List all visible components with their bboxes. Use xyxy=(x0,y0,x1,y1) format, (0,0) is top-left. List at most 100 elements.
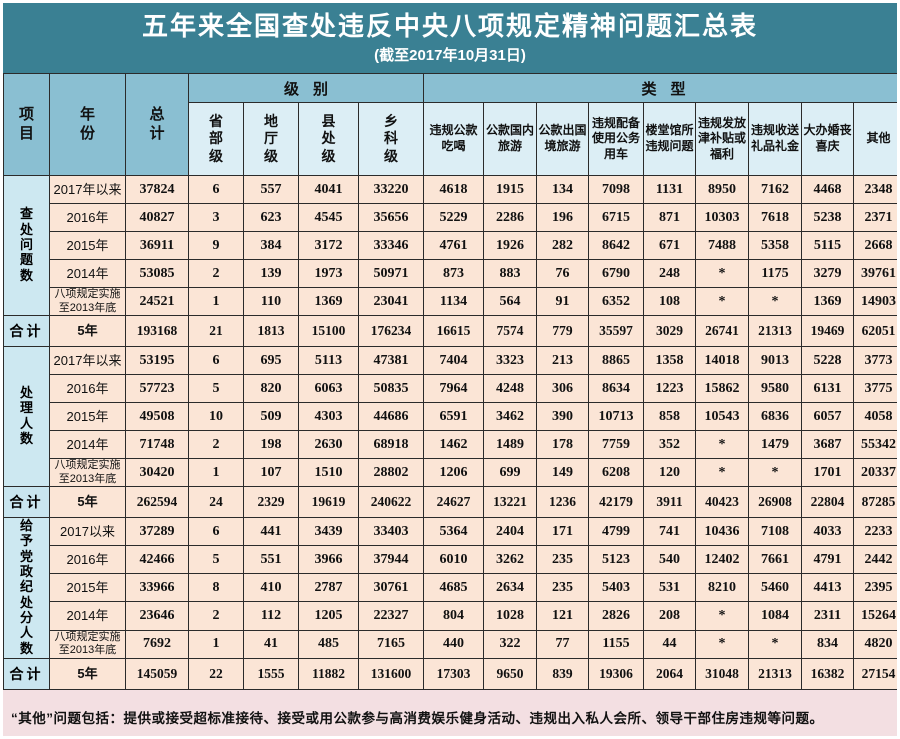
value-cell: 71748 xyxy=(125,430,189,459)
value-cell: * xyxy=(748,287,803,316)
year-cell: 2015年 xyxy=(49,573,126,603)
total-value-cell: 19469 xyxy=(801,315,855,347)
page-title: 五年来全国查处违反中央八项规定精神问题汇总表 xyxy=(141,11,758,41)
section-1-row-0: 处理人数 2017年以来 53195 6 695 5113 47381 7404 3323 213… xyxy=(3,346,897,487)
total-value-cell: 779 xyxy=(536,315,590,347)
total-year-cell: 5年 xyxy=(49,315,126,347)
value-cell: 4618 xyxy=(423,175,485,204)
section-2-row-4: 八项规定实施至2013年底 7692 1 41 485 7165 440 322 77 1155 4… xyxy=(4,629,897,659)
total-value-cell: 839 xyxy=(536,657,590,690)
year-cell: 八项规定实施至2013年底 xyxy=(49,458,126,487)
value-cell: 9013 xyxy=(748,346,803,375)
total-value-cell: 22804 xyxy=(801,486,855,518)
total-value-cell: 26741 xyxy=(695,315,750,347)
value-cell: 50835 xyxy=(357,374,425,403)
value-cell: 121 xyxy=(536,601,590,631)
total-value-cell: 24 xyxy=(188,486,244,518)
total-value-cell: 62051 xyxy=(853,315,897,347)
value-cell: 6 xyxy=(188,175,244,204)
total-value-cell: 87285 xyxy=(853,486,897,518)
value-cell: 23041 xyxy=(357,287,425,316)
value-cell: 235 xyxy=(536,573,590,603)
value-cell: 35656 xyxy=(357,203,425,232)
value-cell: 10436 xyxy=(695,516,750,547)
value-cell: 1 xyxy=(188,287,244,316)
value-cell: 7964 xyxy=(423,374,485,403)
value-cell: 8634 xyxy=(588,374,645,403)
value-cell: 1462 xyxy=(423,430,485,459)
value-cell: 3439 xyxy=(298,516,359,547)
value-cell: 5 xyxy=(188,545,244,575)
value-cell: 1369 xyxy=(298,287,359,316)
section-label-2: 给予党政纪处分人数 xyxy=(3,517,50,659)
subheader-type-0: 违规公款吃喝 xyxy=(423,102,485,176)
value-cell: 120 xyxy=(643,458,697,487)
value-cell: 4058 xyxy=(853,402,897,431)
subheader-type-3: 违规配备使用公务用车 xyxy=(588,102,645,176)
value-cell: 6063 xyxy=(298,374,359,403)
total-value-cell: 3911 xyxy=(643,486,697,518)
section-0-total-row: 合计 5年 193168 21 1813 15100 176234 16615 7574 779 3… xyxy=(3,315,897,347)
section-2-row-0: 给予党政纪处分人数 2017以来 37289 6 441 3439 33403 5364 240… xyxy=(3,516,897,659)
value-cell: 4413 xyxy=(801,573,855,603)
year-cell: 2014年 xyxy=(49,601,126,631)
value-cell: 3773 xyxy=(853,346,897,375)
value-cell: 8642 xyxy=(588,231,645,260)
footnote: “其他”问题包括：提供或接受超标准接待、接受或用公款参与高消费娱乐健身活动、违规… xyxy=(3,689,897,736)
total-value-cell: 21313 xyxy=(748,657,803,690)
value-cell: 7759 xyxy=(588,430,645,459)
value-cell: 6790 xyxy=(588,259,645,288)
value-cell: 36911 xyxy=(125,231,189,260)
value-cell: 47381 xyxy=(357,346,425,375)
value-cell: 40827 xyxy=(125,203,189,232)
total-value-cell: 22 xyxy=(188,657,244,690)
group-header-level: 级别 xyxy=(187,73,425,103)
value-cell: 112 xyxy=(243,601,299,631)
value-cell: 15264 xyxy=(853,601,897,631)
value-cell: 1084 xyxy=(748,601,803,631)
value-cell: 107 xyxy=(243,458,299,487)
page-subtitle: (截至2017年10月31日) xyxy=(374,46,526,64)
value-cell: 1205 xyxy=(298,601,359,631)
value-cell: 3462 xyxy=(483,402,538,431)
value-cell: 2668 xyxy=(853,231,897,260)
value-cell: 1973 xyxy=(298,259,359,288)
total-value-cell: 262594 xyxy=(125,486,189,518)
section-1-row-4: 八项规定实施至2013年底 30420 1 107 1510 28802 1206 699 14… xyxy=(4,458,897,487)
value-cell: 4761 xyxy=(423,231,485,260)
section-1-row-3: 2014年 71748 2 198 2630 68918 1462 1489 178 7759 35… xyxy=(4,430,897,459)
value-cell: 7162 xyxy=(748,175,803,204)
value-cell: 50971 xyxy=(357,259,425,288)
year-cell: 2017以来 xyxy=(49,516,126,547)
value-cell: 883 xyxy=(483,259,538,288)
value-cell: 1028 xyxy=(483,601,538,631)
value-cell: 10543 xyxy=(695,402,750,431)
value-cell: 28802 xyxy=(357,458,425,487)
value-cell: 1134 xyxy=(423,287,485,316)
value-cell: 15862 xyxy=(695,374,750,403)
value-cell: 3775 xyxy=(853,374,897,403)
value-cell: 2233 xyxy=(853,516,897,547)
value-cell: 1510 xyxy=(298,458,359,487)
value-cell: 198 xyxy=(243,430,299,459)
total-label: 合计 xyxy=(3,657,50,690)
value-cell: 564 xyxy=(483,287,538,316)
subheader-level-1: 地厅级 xyxy=(243,102,299,176)
value-cell: 2395 xyxy=(853,573,897,603)
value-cell: 4248 xyxy=(483,374,538,403)
total-value-cell: 3029 xyxy=(643,315,697,347)
value-cell: 1479 xyxy=(748,430,803,459)
value-cell: 1701 xyxy=(801,458,855,487)
value-cell: 55342 xyxy=(853,430,897,459)
total-value-cell: 21 xyxy=(188,315,244,347)
value-cell: 5115 xyxy=(801,231,855,260)
value-cell: 6836 xyxy=(748,402,803,431)
value-cell: 2 xyxy=(188,601,244,631)
value-cell: 42466 xyxy=(125,545,189,575)
value-cell: 6208 xyxy=(588,458,645,487)
value-cell: 44 xyxy=(643,629,697,659)
value-cell: 858 xyxy=(643,402,697,431)
total-value-cell: 27154 xyxy=(853,657,897,690)
value-cell: 7692 xyxy=(125,629,189,659)
value-cell: 39761 xyxy=(853,259,897,288)
